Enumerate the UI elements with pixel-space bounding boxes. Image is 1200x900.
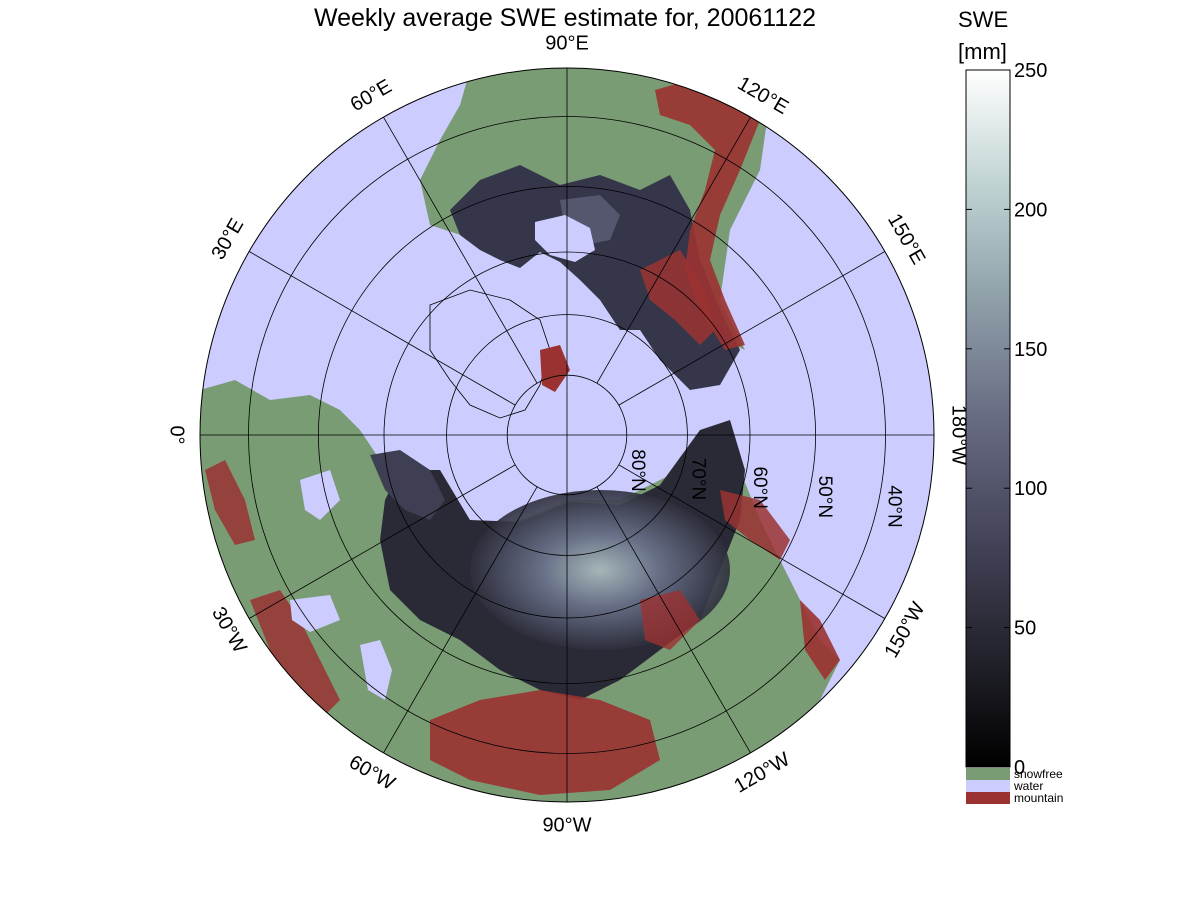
north-america-snow	[450, 165, 740, 390]
baltic-sea	[300, 470, 340, 520]
scandinavian-mountains	[205, 460, 255, 545]
category-swatch-mountain	[966, 792, 1010, 804]
category-swatch-snowfree	[966, 768, 1010, 780]
alaska-mountains	[640, 250, 715, 345]
colorbar-title: SWE [mm]	[958, 4, 1008, 68]
latitude-label: 70°N	[687, 458, 708, 500]
map-title: Weekly average SWE estimate for, 2006112…	[313, 4, 817, 32]
map-border	[199, 67, 935, 803]
colorbar-tick-label: 200	[1014, 199, 1047, 221]
category-label-mountain: mountain	[1014, 791, 1063, 805]
colorbar-tick-label: 150	[1014, 339, 1047, 361]
meridian-line	[248, 251, 516, 406]
longitude-label: 30°E	[207, 215, 248, 264]
latitude-label: 40°N	[883, 485, 904, 527]
map-surface	[200, 68, 934, 802]
colorbar-gradient	[965, 69, 1011, 768]
colorbar-tick-label: 50	[1014, 618, 1036, 640]
alps-caucasus-mountains	[250, 590, 340, 720]
category-swatch-water	[966, 780, 1010, 792]
greenland	[429, 289, 551, 419]
longitude-label: 150°E	[883, 210, 929, 268]
meridian-line	[596, 116, 751, 384]
colorbar-tick-label: 100	[1014, 478, 1047, 500]
meridian-line	[383, 116, 538, 384]
longitude-label: 180°W	[948, 405, 970, 465]
scandinavia-snow	[370, 450, 445, 520]
latitude-label: 50°N	[814, 476, 835, 518]
longitude-label: 90°E	[545, 32, 589, 54]
latitude-label: 60°N	[749, 467, 770, 509]
longitude-label: 120°E	[734, 73, 792, 119]
colorbar-tick-label: 250	[1014, 60, 1047, 82]
meridian-line	[618, 464, 886, 619]
meridian-line	[383, 486, 538, 754]
colorbar-ticks: 0 50 100 150 200 250	[966, 60, 1047, 779]
colorbar-tick-label: 0	[1014, 757, 1025, 779]
latitude-labels: 80°N 70°N 60°N 50°N 40°N	[627, 449, 904, 527]
greenland-edge	[540, 345, 570, 392]
central-asia-mountains	[430, 690, 660, 795]
longitude-label: 60°E	[347, 75, 396, 116]
category-label-water: water	[1013, 779, 1043, 793]
east-siberia-mountains	[720, 490, 790, 560]
caspian-sea	[360, 640, 392, 700]
category-label-snowfree: snowfree	[1014, 767, 1063, 781]
kamchatka-mountains	[800, 600, 840, 680]
graticule	[200, 68, 934, 802]
hudson-bay	[535, 215, 595, 262]
meridian-line	[596, 486, 751, 754]
latitude-label: 80°N	[627, 449, 648, 491]
rocky-mountains	[655, 80, 760, 350]
colorbar-title-quantity: SWE	[958, 7, 1009, 32]
meridian-line	[618, 251, 886, 406]
longitude-label: 90°W	[542, 814, 591, 836]
black-sea	[290, 595, 340, 632]
meridian-line	[248, 464, 516, 619]
colorbar-title-unit: [mm]	[958, 39, 1007, 64]
longitude-label: 0°	[166, 425, 188, 444]
longitude-label: 30°W	[207, 603, 251, 657]
siberian-uplands	[640, 590, 700, 650]
longitude-label: 60°W	[345, 751, 399, 795]
